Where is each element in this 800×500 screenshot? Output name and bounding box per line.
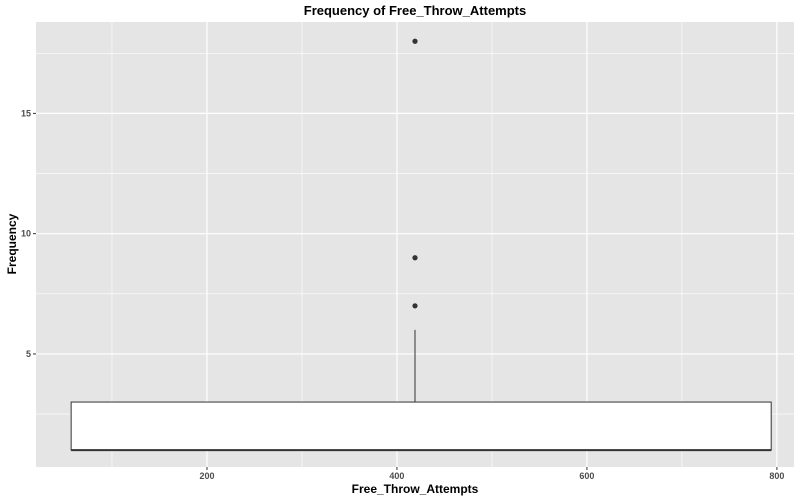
- outlier-point: [412, 38, 418, 44]
- y-tick-label: 10: [21, 229, 31, 239]
- x-tick-label: 400: [389, 471, 404, 481]
- gridlines: [36, 22, 794, 467]
- outlier-point: [412, 255, 418, 261]
- iqr-box: [70, 401, 772, 451]
- box-element: [70, 38, 772, 452]
- outlier-point: [412, 303, 418, 309]
- x-tick-label: 600: [579, 471, 594, 481]
- x-tick-label: 800: [769, 471, 784, 481]
- x-axis-label: Free_Throw_Attempts: [352, 482, 479, 496]
- axis-ticks: 200 400 600 800 5 10 15: [21, 108, 784, 481]
- y-tick-label: 5: [26, 349, 31, 359]
- y-tick-label: 15: [21, 108, 31, 118]
- y-axis-label: Frequency: [5, 213, 19, 274]
- x-tick-label: 200: [199, 471, 214, 481]
- chart-title: Frequency of Free_Throw_Attempts: [304, 3, 527, 18]
